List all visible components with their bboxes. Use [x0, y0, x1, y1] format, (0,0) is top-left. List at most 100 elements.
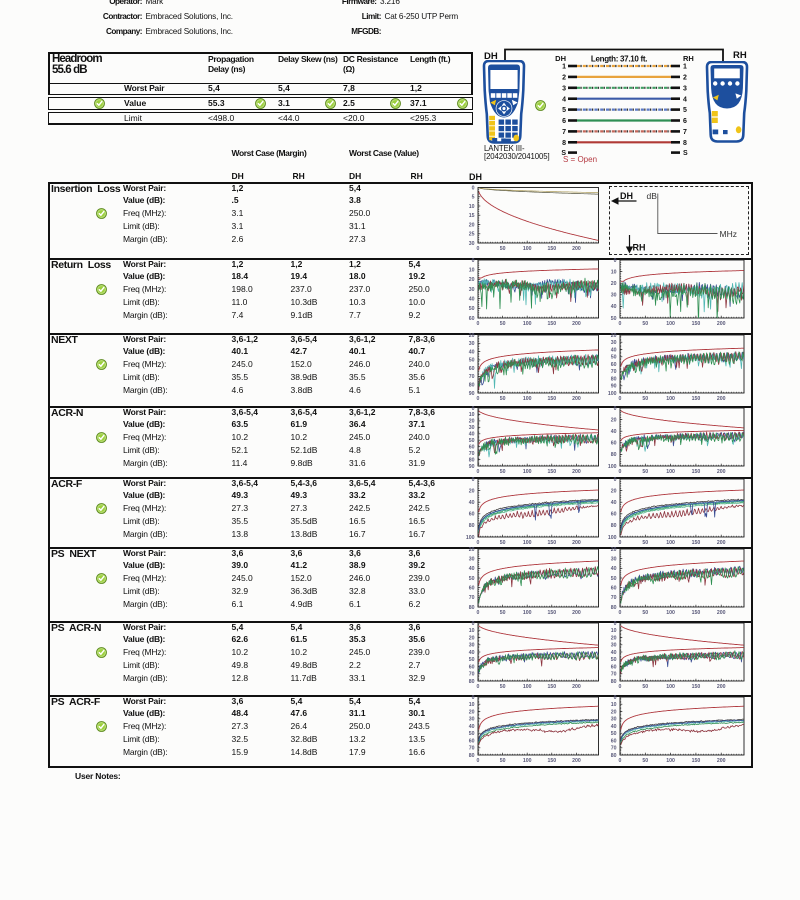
svg-text:8: 8	[562, 140, 566, 147]
svg-text:1: 1	[683, 64, 687, 71]
svg-text:60: 60	[611, 738, 617, 744]
svg-text:0: 0	[472, 695, 475, 701]
svg-text:100: 100	[523, 396, 532, 402]
svg-text:10: 10	[611, 269, 617, 275]
svg-text:20: 20	[611, 635, 617, 641]
svg-text:200: 200	[717, 469, 726, 475]
svg-text:0: 0	[477, 610, 480, 616]
svg-text:80: 80	[469, 523, 475, 529]
svg-text:40: 40	[611, 724, 617, 730]
svg-text:60: 60	[469, 512, 475, 518]
svg-text:50: 50	[611, 316, 617, 322]
svg-text:0: 0	[619, 321, 622, 327]
svg-text:10: 10	[469, 702, 475, 708]
svg-text:50: 50	[642, 540, 648, 546]
svg-text:40: 40	[469, 296, 475, 302]
svg-text:50: 50	[469, 657, 475, 663]
svg-text:S: S	[683, 150, 688, 157]
svg-text:60: 60	[469, 664, 475, 670]
svg-text:150: 150	[692, 396, 701, 402]
svg-text:50: 50	[611, 731, 617, 737]
svg-text:0: 0	[619, 610, 622, 616]
svg-text:100: 100	[666, 469, 675, 475]
svg-text:150: 150	[692, 684, 701, 690]
svg-text:40: 40	[611, 566, 617, 572]
svg-text:40: 40	[611, 429, 617, 435]
svg-text:100: 100	[466, 535, 475, 541]
svg-text:50: 50	[642, 610, 648, 616]
svg-text:5: 5	[562, 107, 566, 114]
svg-text:60: 60	[469, 585, 475, 591]
svg-text:150: 150	[692, 540, 701, 546]
svg-text:100: 100	[523, 321, 532, 327]
svg-text:150: 150	[547, 321, 556, 327]
svg-text:100: 100	[608, 464, 617, 470]
svg-text:S: S	[561, 150, 566, 157]
svg-text:MHz: MHz	[719, 229, 736, 239]
svg-text:20: 20	[469, 277, 475, 283]
svg-text:40: 40	[611, 347, 617, 353]
svg-text:6: 6	[683, 118, 687, 125]
svg-text:7: 7	[562, 129, 566, 136]
svg-text:90: 90	[469, 391, 475, 397]
svg-text:50: 50	[611, 576, 617, 582]
svg-text:50: 50	[611, 657, 617, 663]
svg-text:70: 70	[469, 451, 475, 457]
svg-text:70: 70	[611, 672, 617, 678]
svg-text:2: 2	[683, 75, 687, 82]
svg-text:70: 70	[469, 746, 475, 752]
svg-text:200: 200	[572, 684, 581, 690]
svg-text:50: 50	[500, 321, 506, 327]
svg-text:150: 150	[692, 610, 701, 616]
svg-text:200: 200	[717, 540, 726, 546]
svg-text:30: 30	[469, 425, 475, 431]
svg-text:20: 20	[469, 419, 475, 425]
svg-text:200: 200	[572, 469, 581, 475]
svg-text:DH: DH	[555, 54, 566, 63]
svg-text:80: 80	[611, 605, 617, 611]
svg-text:30: 30	[469, 341, 475, 347]
svg-text:100: 100	[666, 758, 675, 764]
svg-text:4: 4	[683, 96, 687, 103]
svg-text:20: 20	[611, 547, 617, 553]
svg-text:30: 30	[611, 293, 617, 299]
svg-text:10: 10	[611, 628, 617, 634]
svg-text:200: 200	[717, 758, 726, 764]
svg-text:3: 3	[683, 85, 687, 92]
svg-text:40: 40	[469, 566, 475, 572]
svg-text:8: 8	[683, 140, 687, 147]
svg-text:40: 40	[611, 650, 617, 656]
svg-text:150: 150	[547, 540, 556, 546]
svg-text:100: 100	[666, 540, 675, 546]
svg-text:20: 20	[469, 547, 475, 553]
svg-text:70: 70	[469, 374, 475, 380]
svg-text:0: 0	[614, 258, 617, 264]
svg-text:25: 25	[469, 232, 475, 238]
svg-text:100: 100	[523, 610, 532, 616]
svg-text:150: 150	[547, 684, 556, 690]
svg-text:80: 80	[611, 452, 617, 458]
svg-text:50: 50	[500, 684, 506, 690]
svg-text:150: 150	[547, 469, 556, 475]
svg-text:40: 40	[469, 500, 475, 506]
svg-text:50: 50	[500, 540, 506, 546]
svg-text:100: 100	[666, 610, 675, 616]
svg-text:20: 20	[469, 709, 475, 715]
svg-text:20: 20	[611, 709, 617, 715]
svg-text:20: 20	[611, 488, 617, 494]
svg-text:50: 50	[469, 438, 475, 444]
svg-text:0: 0	[614, 621, 617, 627]
svg-text:40: 40	[611, 500, 617, 506]
svg-text:6: 6	[562, 118, 566, 125]
svg-text:Length: 37.10 ft.: Length: 37.10 ft.	[591, 55, 647, 64]
svg-text:0: 0	[614, 695, 617, 701]
svg-text:200: 200	[572, 396, 581, 402]
svg-text:80: 80	[469, 383, 475, 389]
svg-text:10: 10	[469, 412, 475, 418]
svg-text:30: 30	[611, 717, 617, 723]
svg-text:80: 80	[611, 679, 617, 685]
svg-text:30: 30	[469, 643, 475, 649]
svg-text:1: 1	[562, 64, 566, 71]
svg-text:60: 60	[611, 664, 617, 670]
svg-text:200: 200	[717, 684, 726, 690]
